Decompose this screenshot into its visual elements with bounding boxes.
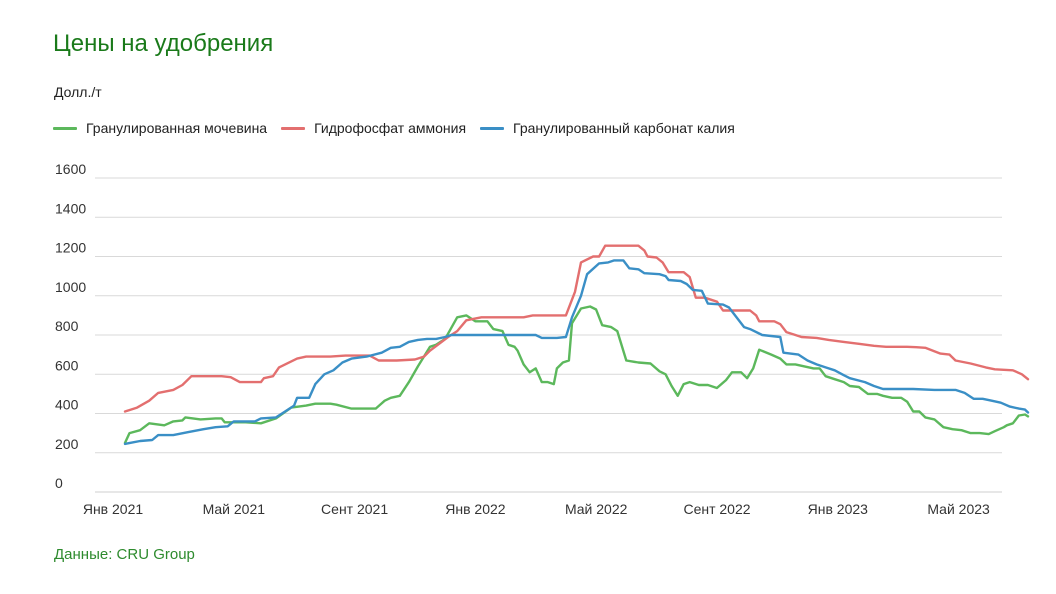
chart-title: Цены на удобрения xyxy=(53,30,274,57)
y-tick-label-1000: 1000 xyxy=(55,279,86,295)
x-tick-label-0: Янв 2021 xyxy=(83,501,144,517)
x-tick-label-2: Сент 2021 xyxy=(321,501,388,517)
series-line-potash xyxy=(123,259,1030,446)
legend-label-potash: Гранулированный карбонат калия xyxy=(513,120,735,136)
y-tick-label-400: 400 xyxy=(55,397,79,413)
x-tick-label-4: Май 2022 xyxy=(565,501,628,517)
y-tick-label-1200: 1200 xyxy=(55,240,86,256)
y-tick-label-1600: 1600 xyxy=(55,161,86,177)
legend-label-dap: Гидрофосфат аммония xyxy=(314,120,467,136)
legend-swatch-urea xyxy=(53,126,77,130)
legend-swatch-dap xyxy=(281,126,306,130)
x-tick-label-6: Янв 2023 xyxy=(808,501,869,517)
legend-item-urea: Гранулированная мочевина xyxy=(53,120,267,136)
y-tick-label-1400: 1400 xyxy=(55,200,86,216)
y-tick-label-600: 600 xyxy=(55,357,79,373)
legend-swatch-potash xyxy=(480,126,505,130)
y-tick-label-0: 0 xyxy=(55,475,63,491)
x-tick-label-5: Сент 2022 xyxy=(683,501,750,517)
data-source-note: Данные: CRU Group xyxy=(54,546,195,563)
legend-item-dap: Гидрофосфат аммония xyxy=(281,120,466,136)
x-tick-label-7: Май 2023 xyxy=(927,501,990,517)
x-tick-label-1: Май 2021 xyxy=(203,501,266,517)
y-tick-label-200: 200 xyxy=(55,436,79,452)
series-line-urea xyxy=(123,305,1030,445)
y-axis-unit-label: Долл./т xyxy=(54,84,102,100)
y-tick-label-800: 800 xyxy=(55,318,79,334)
legend-item-potash: Гранулированный карбонат калия xyxy=(480,120,735,136)
chart-legend: Гранулированная мочевина Гидрофосфат амм… xyxy=(53,120,749,136)
series-line-dap xyxy=(123,244,1030,413)
x-tick-label-3: Янв 2022 xyxy=(445,501,506,517)
legend-label-urea: Гранулированная мочевина xyxy=(86,120,268,136)
